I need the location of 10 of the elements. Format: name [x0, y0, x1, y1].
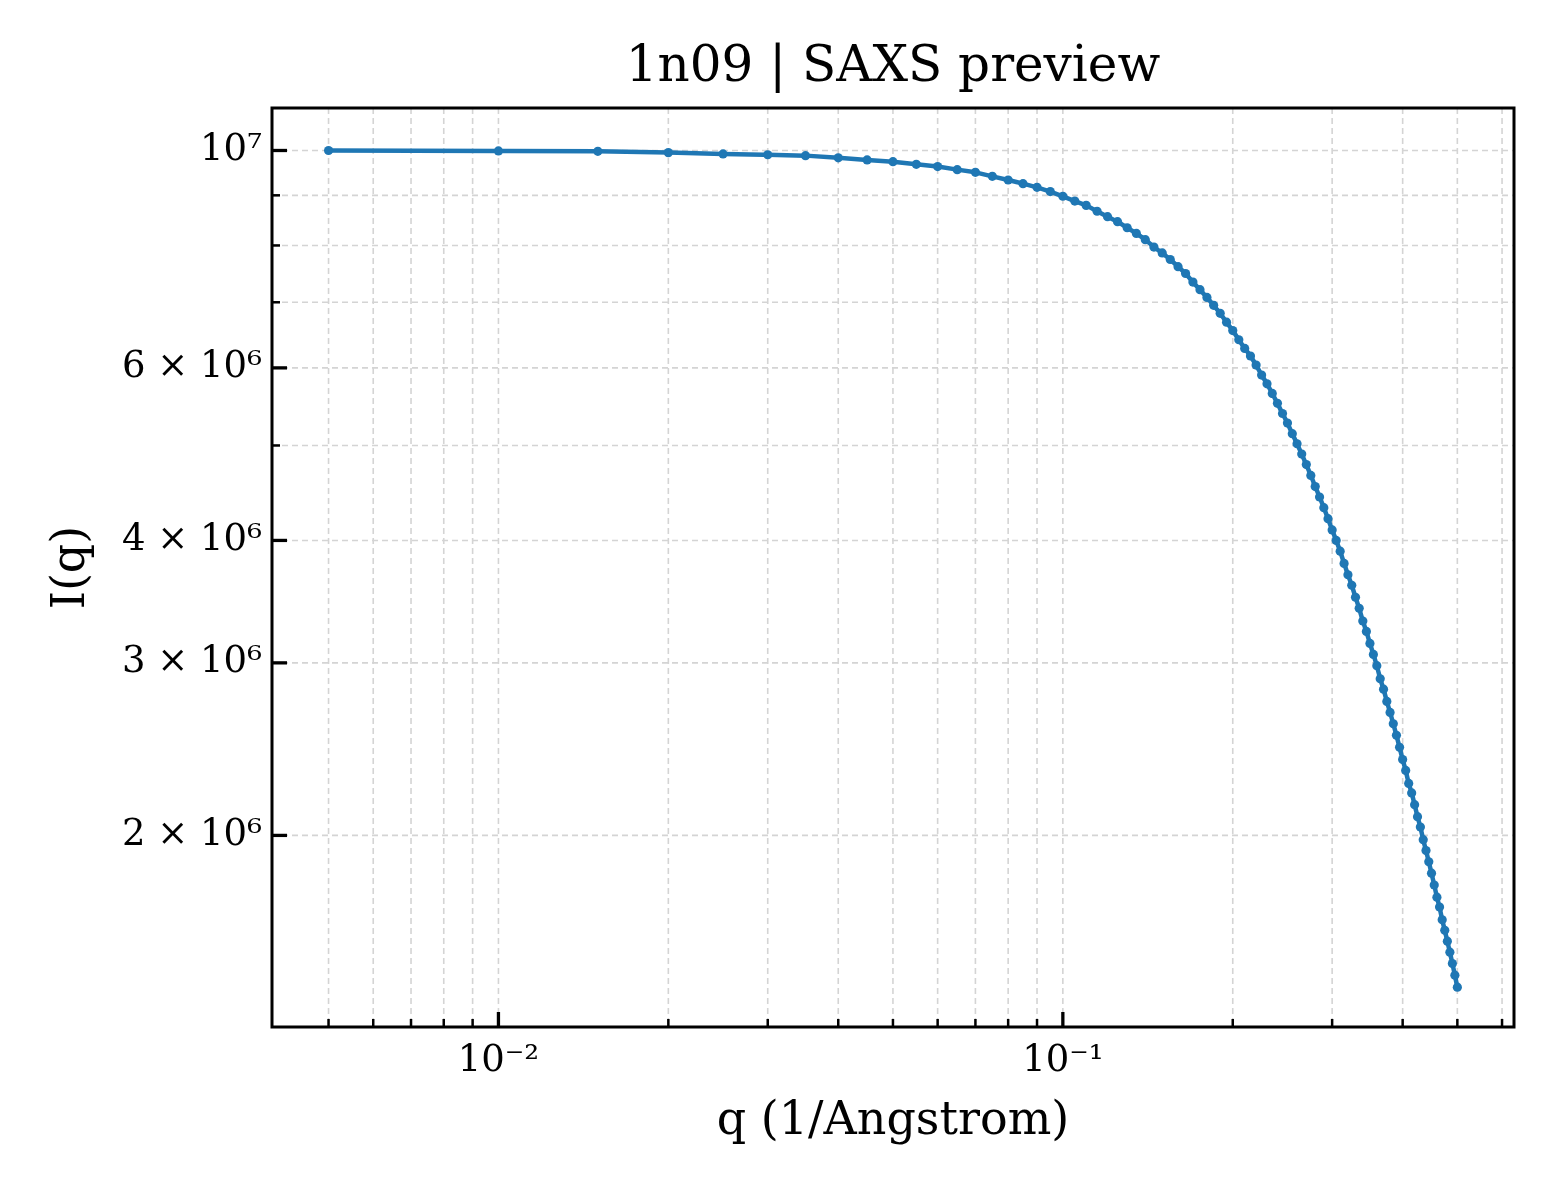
x-axis-title: q (1/Angstrom) [716, 1091, 1070, 1146]
y-axis-title: I(q) [40, 525, 95, 610]
y-tick-label: 4 × 10⁶ [122, 516, 262, 560]
y-tick-label: 10⁷ [200, 126, 262, 170]
x-tick-label: 10⁻² [457, 1036, 540, 1080]
y-tick-label: 2 × 10⁶ [122, 811, 262, 855]
y-tick-label: 6 × 10⁶ [122, 343, 262, 387]
y-tick-label: 3 × 10⁶ [122, 638, 262, 682]
x-tick-label: 10⁻¹ [1022, 1036, 1104, 1080]
chart-title: 1n09 | SAXS preview [625, 34, 1161, 93]
